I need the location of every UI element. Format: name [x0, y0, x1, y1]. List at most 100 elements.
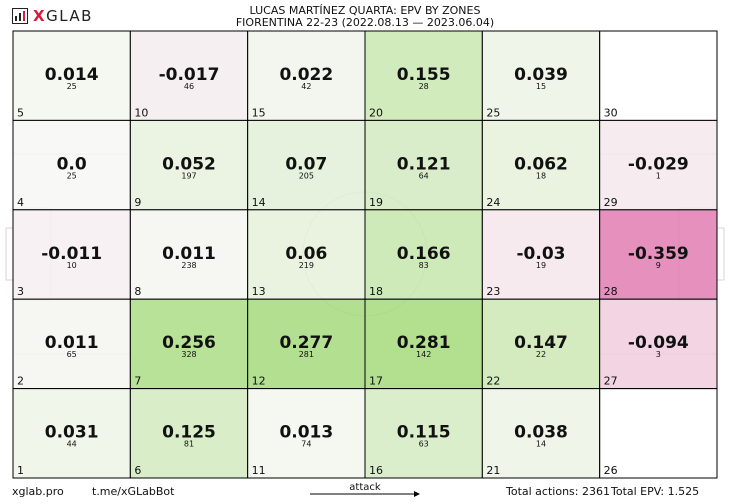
zone-number: 26 — [604, 464, 618, 477]
zone-number: 14 — [252, 196, 266, 209]
zone-epv-value: 0.155 — [397, 65, 451, 85]
zone-epv-value: 0.121 — [397, 154, 451, 174]
zone-number: 13 — [252, 285, 266, 298]
zone-action-count: 63 — [419, 440, 429, 449]
zone-epv-value: -0.029 — [628, 154, 689, 174]
zone-number: 24 — [486, 196, 500, 209]
zone-number: 2 — [17, 375, 24, 388]
zone-cell — [599, 298, 718, 390]
title-player: LUCAS MARTÍNEZ QUARTA: EPV BY ZONES — [249, 4, 481, 17]
zone-number: 1 — [17, 464, 24, 477]
zone-cell — [129, 388, 249, 479]
zone-epv-value: 0.039 — [514, 65, 568, 85]
zone-number: 18 — [369, 285, 383, 298]
zone-epv-value: 0.166 — [397, 244, 451, 264]
zone-epv-value: -0.017 — [159, 65, 220, 85]
zone-cell — [12, 119, 131, 211]
zone-30: 30 — [599, 30, 718, 121]
zone-epv-value: 0.06 — [285, 244, 327, 264]
zone-action-count: 22 — [536, 350, 546, 359]
zone-number: 4 — [17, 196, 24, 209]
zone-epv-value: 0.014 — [45, 65, 99, 85]
attack-arrow — [310, 491, 420, 497]
zone-number: 21 — [486, 464, 500, 477]
zone-cell — [247, 30, 366, 121]
zone-epv-value: -0.359 — [628, 244, 689, 264]
zone-epv-value: 0.052 — [162, 154, 216, 174]
zone-number: 19 — [369, 196, 383, 209]
zone-number: 6 — [134, 464, 141, 477]
zone-action-count: 205 — [299, 171, 314, 180]
zone-cell — [364, 298, 483, 390]
zone-epv-value: -0.03 — [517, 244, 566, 264]
title-team-period: FIORENTINA 22-23 (2022.08.13 — 2023.06.0… — [235, 16, 495, 29]
zone-action-count: 10 — [67, 261, 77, 270]
zone-epv-value: 0.256 — [162, 333, 216, 353]
zone-action-count: 219 — [299, 261, 314, 270]
zone-action-count: 81 — [184, 440, 194, 449]
zone-action-count: 15 — [536, 82, 546, 91]
zone-action-count: 25 — [67, 82, 77, 91]
zone-number: 15 — [252, 106, 266, 119]
zone-action-count: 25 — [67, 171, 77, 180]
zone-action-count: 44 — [67, 440, 77, 449]
zone-cell — [481, 119, 601, 211]
zone-epv-value: 0.147 — [514, 333, 568, 353]
zone-cell — [129, 298, 249, 390]
zone-cell — [129, 30, 249, 121]
zone-action-count: 3 — [656, 350, 661, 359]
logo-text: GLAB — [46, 7, 93, 25]
zone-cell — [481, 209, 601, 300]
zone-number: 7 — [134, 375, 141, 388]
zone-action-count: 65 — [67, 350, 77, 359]
chart-title: LUCAS MARTÍNEZ QUARTA: EPV BY ZONES FIOR… — [0, 5, 730, 29]
zone-epv-value: 0.115 — [397, 423, 451, 443]
zone-action-count: 1 — [656, 171, 661, 180]
zone-action-count: 74 — [301, 440, 311, 449]
zone-cell — [599, 119, 718, 211]
zone-cell — [247, 388, 366, 479]
zone-epv-value: 0.022 — [279, 65, 333, 85]
zone-number: 16 — [369, 464, 383, 477]
zone-cell — [129, 119, 249, 211]
zone-cell — [247, 298, 366, 390]
zone-cell — [364, 119, 483, 211]
zone-action-count: 9 — [656, 261, 661, 270]
zone-action-count: 28 — [419, 82, 429, 91]
zone-number: 28 — [604, 285, 618, 298]
zone-number: 23 — [486, 285, 500, 298]
zone-action-count: 42 — [301, 82, 311, 91]
zone-number: 11 — [252, 464, 266, 477]
zone-cell — [12, 298, 131, 390]
zone-cell — [481, 388, 601, 479]
zone-number: 10 — [134, 106, 148, 119]
zone-action-count: 19 — [536, 261, 546, 270]
zone-number: 5 — [17, 106, 24, 119]
zone-cell — [364, 30, 483, 121]
zone-grid: 0.014255-0.01746100.02242150.15528200.03… — [12, 30, 718, 479]
attack-label: attack — [349, 482, 381, 493]
